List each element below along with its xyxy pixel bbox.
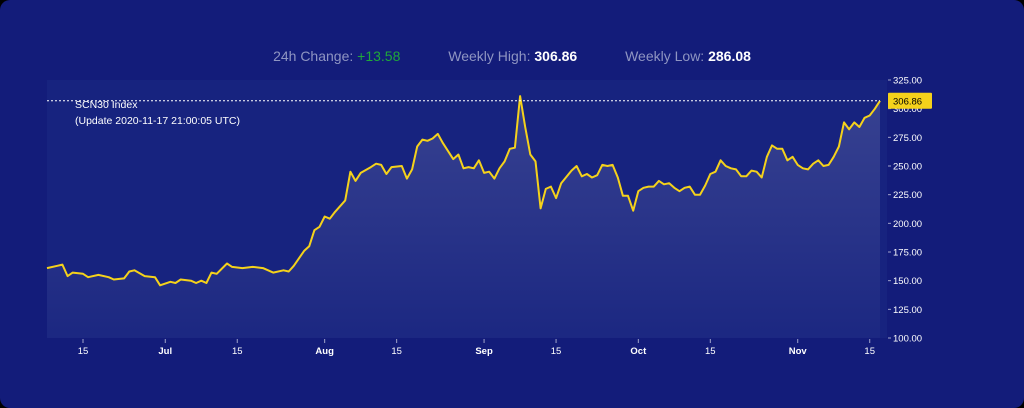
index-info: SCN30 Index (Update 2020-11-17 21:00:05 … xyxy=(75,97,240,129)
stats-bar: 24h Change: +13.58 Weekly High: 306.86 W… xyxy=(0,48,1024,64)
y-tick-label: 275.00 xyxy=(893,133,922,144)
y-tick-label: 250.00 xyxy=(893,162,922,173)
change-stat: 24h Change: +13.58 xyxy=(273,48,400,64)
weekly-high-stat: Weekly High: 306.86 xyxy=(448,48,577,64)
weekly-high-value: 306.86 xyxy=(534,48,578,64)
y-tick-label: 300.00 xyxy=(893,104,922,115)
current-value-badge: 306.86 xyxy=(888,92,932,109)
x-tick-label: 15 xyxy=(78,346,89,357)
x-tick-label: 15 xyxy=(551,346,562,357)
index-name: SCN30 Index xyxy=(75,99,138,111)
y-tick-label: 125.00 xyxy=(893,305,922,316)
x-tick-label: Nov xyxy=(789,346,808,357)
x-axis: 15 Jul 15 Aug 15 Sep 15 Oct 15 Nov 15 xyxy=(78,339,875,357)
x-tick-label: Oct xyxy=(630,346,647,357)
x-tick-label: 15 xyxy=(864,346,875,357)
x-tick-label: Sep xyxy=(475,346,493,357)
x-tick-label: Jul xyxy=(158,346,172,357)
x-tick-label: 15 xyxy=(232,346,243,357)
x-tick-label: 15 xyxy=(391,346,402,357)
series-area xyxy=(47,96,880,338)
y-tick-label: 225.00 xyxy=(893,190,922,201)
weekly-low-stat: Weekly Low: 286.08 xyxy=(625,48,751,64)
y-tick-label: 150.00 xyxy=(893,276,922,287)
weekly-low-label: Weekly Low: xyxy=(625,48,705,64)
update-timestamp: (Update 2020-11-17 21:00:05 UTC) xyxy=(75,115,240,127)
y-tick-label: 325.00 xyxy=(893,76,922,87)
change-label: 24h Change: xyxy=(273,48,354,64)
series-line xyxy=(46,95,881,287)
y-tick-label: 175.00 xyxy=(893,248,922,259)
change-value: +13.58 xyxy=(357,48,401,64)
weekly-high-label: Weekly High: xyxy=(448,48,531,64)
x-tick-label: 15 xyxy=(705,346,716,357)
y-tick-label: 100.00 xyxy=(893,334,922,345)
current-value-badge-box xyxy=(888,92,932,109)
weekly-low-value: 286.08 xyxy=(708,48,751,64)
y-axis: 100.00 125.00 150.00 175.00 200.00 225.00 250.… xyxy=(888,76,922,345)
current-value-label: 306.86 xyxy=(893,96,922,107)
y-tick-label: 200.00 xyxy=(893,219,922,230)
x-tick-label: Aug xyxy=(315,346,334,357)
